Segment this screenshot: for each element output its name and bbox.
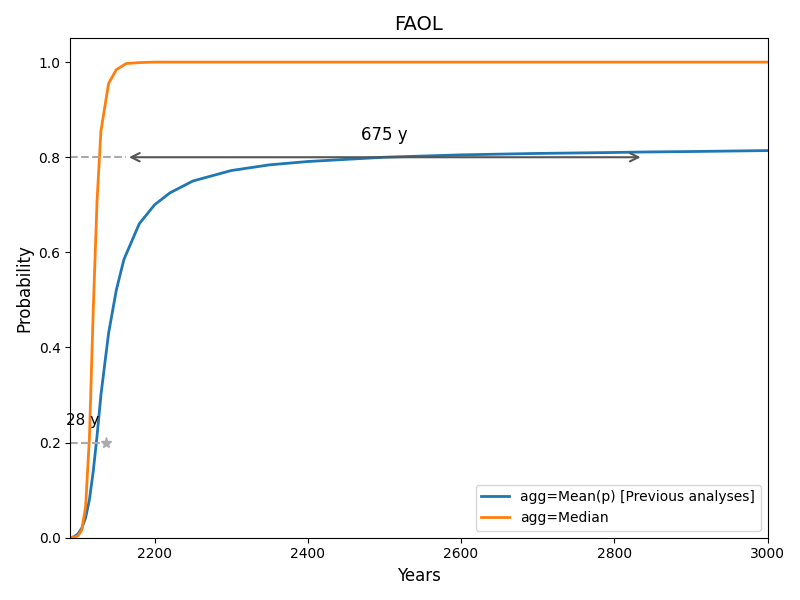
agg=Mean(p) [Previous analyses] [610, 149, 619, 156]
agg=Mean(p) [Previous analyses] [380, 154, 390, 161]
agg=Mean(p) [Previous analyses] [150, 201, 159, 208]
agg=Mean(p) [Previous analyses] [165, 190, 174, 197]
agg=Mean(p) [Previous analyses] [81, 514, 90, 521]
agg=Median [104, 80, 114, 87]
X-axis label: Years: Years [397, 567, 441, 585]
Y-axis label: Probability: Probability [15, 244, 33, 332]
agg=Mean(p) [Previous analyses] [85, 496, 94, 503]
agg=Median [111, 66, 121, 73]
agg=Mean(p) [Previous analyses] [111, 287, 121, 294]
agg=Median [77, 527, 86, 534]
agg=Median [134, 59, 144, 66]
agg=Mean(p) [Previous analyses] [119, 256, 129, 263]
agg=Mean(p) [Previous analyses] [762, 147, 772, 154]
agg=Mean(p) [Previous analyses] [533, 150, 542, 157]
agg=Mean(p) [Previous analyses] [77, 524, 86, 532]
agg=Median [66, 534, 75, 541]
agg=Median [89, 306, 98, 313]
agg=Mean(p) [Previous analyses] [66, 534, 75, 541]
Text: 28 y: 28 y [66, 413, 99, 428]
agg=Median [73, 532, 82, 539]
agg=Median [188, 59, 198, 66]
Title: FAOL: FAOL [394, 15, 443, 34]
agg=Mean(p) [Previous analyses] [303, 158, 313, 165]
agg=Median [150, 59, 159, 66]
Legend: agg=Mean(p) [Previous analyses], agg=Median: agg=Mean(p) [Previous analyses], agg=Med… [476, 485, 761, 531]
agg=Median [96, 127, 106, 134]
agg=Mean(p) [Previous analyses] [92, 432, 102, 439]
Line: agg=Mean(p) [Previous analyses]: agg=Mean(p) [Previous analyses] [70, 151, 767, 538]
agg=Mean(p) [Previous analyses] [96, 391, 106, 398]
agg=Median [165, 59, 174, 66]
agg=Median [92, 196, 102, 203]
agg=Median [85, 434, 94, 442]
agg=Mean(p) [Previous analyses] [70, 533, 79, 541]
agg=Mean(p) [Previous analyses] [134, 220, 144, 227]
agg=Mean(p) [Previous analyses] [104, 329, 114, 337]
agg=Median [226, 59, 236, 66]
agg=Mean(p) [Previous analyses] [73, 530, 82, 538]
agg=Mean(p) [Previous analyses] [265, 161, 274, 169]
agg=Median [81, 503, 90, 511]
agg=Mean(p) [Previous analyses] [188, 178, 198, 185]
agg=Median [122, 60, 131, 67]
agg=Mean(p) [Previous analyses] [89, 467, 98, 475]
agg=Mean(p) [Previous analyses] [226, 167, 236, 174]
agg=Mean(p) [Previous analyses] [638, 148, 648, 155]
agg=Mean(p) [Previous analyses] [686, 148, 696, 155]
agg=Median [70, 533, 79, 541]
agg=Mean(p) [Previous analyses] [456, 151, 466, 158]
Text: 675 y: 675 y [362, 126, 408, 144]
agg=Median [762, 59, 772, 66]
Line: agg=Median: agg=Median [70, 62, 767, 538]
